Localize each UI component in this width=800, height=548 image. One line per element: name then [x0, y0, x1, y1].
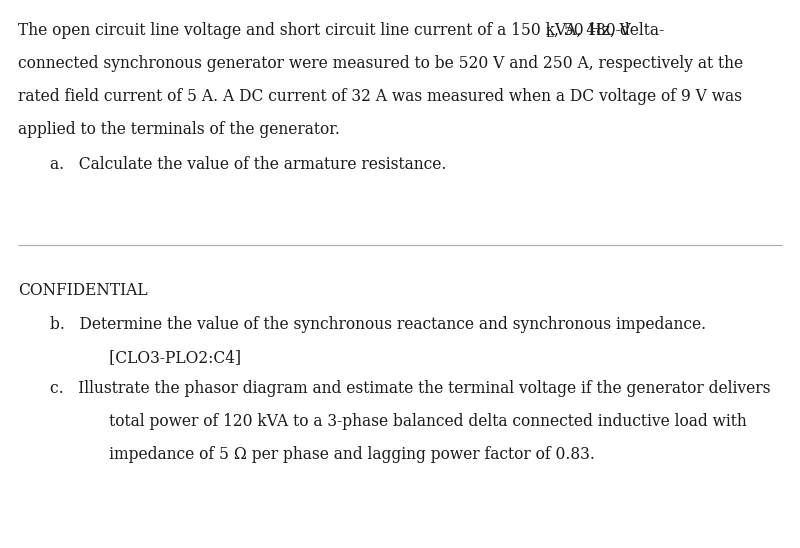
Text: rated field current of 5 A. A DC current of 32 A was measured when a DC voltage : rated field current of 5 A. A DC current… — [18, 88, 742, 105]
Text: CONFIDENTIAL: CONFIDENTIAL — [18, 282, 148, 299]
Text: total power of 120 kVA to a 3-phase balanced delta connected inductive load with: total power of 120 kVA to a 3-phase bala… — [75, 413, 746, 430]
Text: impedance of 5 Ω per phase and lagging power factor of 0.83.: impedance of 5 Ω per phase and lagging p… — [75, 446, 595, 463]
Text: c.   Illustrate the phasor diagram and estimate the terminal voltage if the gene: c. Illustrate the phasor diagram and est… — [50, 380, 770, 397]
Text: [CLO3-PLO2:C4]: [CLO3-PLO2:C4] — [75, 349, 241, 366]
Text: a.   Calculate the value of the armature resistance.: a. Calculate the value of the armature r… — [50, 156, 446, 173]
Text: connected synchronous generator were measured to be 520 V and 250 A, respectivel: connected synchronous generator were mea… — [18, 55, 743, 72]
Text: The open circuit line voltage and short circuit line current of a 150 kVA, 480-V: The open circuit line voltage and short … — [18, 22, 631, 39]
Text: , 50 Hz, delta-: , 50 Hz, delta- — [554, 22, 664, 39]
Text: applied to the terminals of the generator.: applied to the terminals of the generato… — [18, 121, 340, 138]
Text: b.   Determine the value of the synchronous reactance and synchronous impedance.: b. Determine the value of the synchronou… — [50, 316, 706, 333]
Text: L: L — [545, 27, 553, 40]
